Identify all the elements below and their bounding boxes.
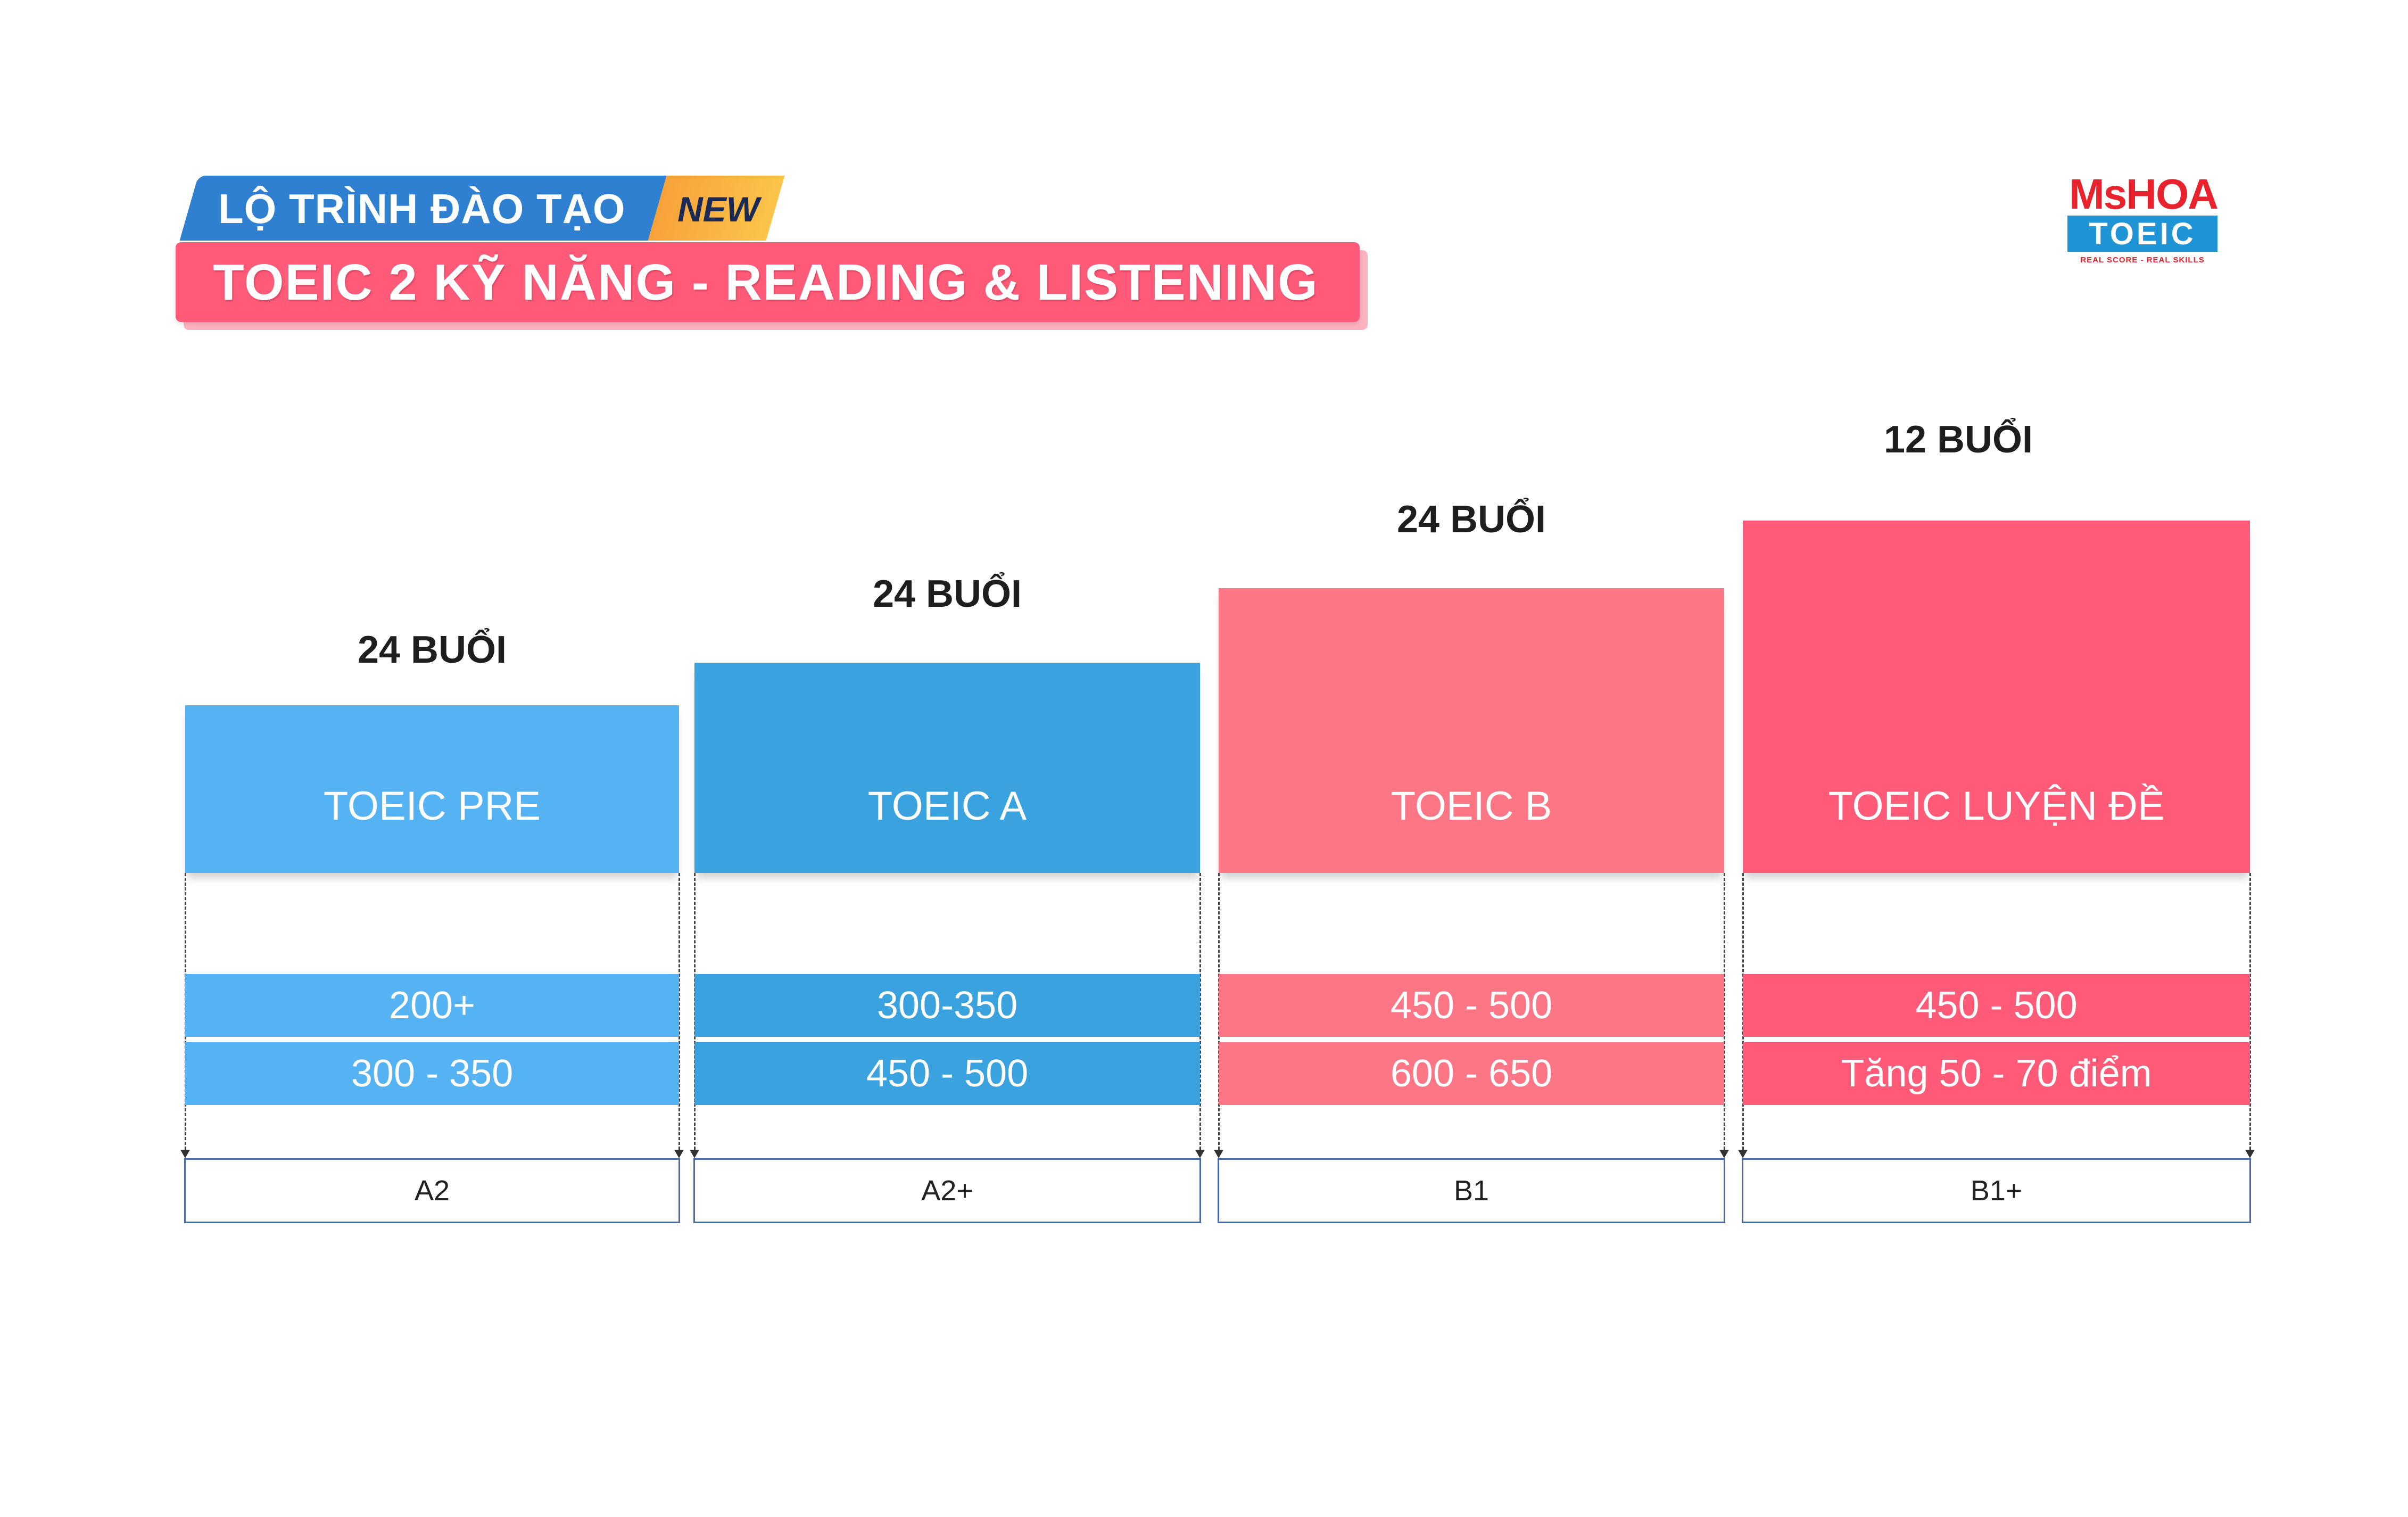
- output-score: 300 - 350: [185, 1042, 679, 1105]
- arrow-down-icon: [1195, 1150, 1205, 1158]
- route-label: LỘ TRÌNH ĐÀO TẠO: [218, 185, 626, 232]
- level-box: B1+: [1742, 1158, 2251, 1223]
- sessions-label: 24 BUỔI: [872, 573, 1022, 615]
- arrow-down-icon: [1214, 1150, 1223, 1158]
- output-score: 600 - 650: [1219, 1042, 1724, 1105]
- connector-line: [1724, 873, 1725, 1150]
- course-name: TOEIC B: [1391, 784, 1552, 829]
- course-name: TOEIC PRE: [323, 784, 541, 829]
- input-score: 450 - 500: [1219, 974, 1724, 1037]
- course-name: TOEIC LUYỆN ĐỀ: [1828, 784, 2165, 829]
- connector-line: [2249, 873, 2251, 1150]
- course-box: TOEIC B: [1219, 588, 1724, 873]
- arrow-down-icon: [674, 1150, 684, 1158]
- level-box: A2+: [693, 1158, 1201, 1223]
- arrow-down-icon: [1719, 1150, 1729, 1158]
- level-box: A2: [184, 1158, 680, 1223]
- input-score: 200+: [185, 974, 679, 1037]
- input-score: 300-350: [694, 974, 1200, 1037]
- connector-line: [1199, 873, 1201, 1150]
- arrow-down-icon: [2245, 1150, 2255, 1158]
- output-score: 450 - 500: [694, 1042, 1200, 1105]
- input-score: 450 - 500: [1743, 974, 2250, 1037]
- page-title: TOEIC 2 KỸ NĂNG - READING & LISTENING: [213, 254, 1319, 311]
- arrow-down-icon: [690, 1150, 699, 1158]
- logo-product: TOEIC: [2067, 216, 2217, 252]
- course-name: TOEIC A: [867, 784, 1027, 829]
- sessions-label: 24 BUỔI: [1396, 498, 1546, 541]
- sessions-label: 12 BUỔI: [1883, 418, 2033, 461]
- logo-tagline: REAL SCORE - REAL SKILLS: [2080, 255, 2205, 265]
- arrow-down-icon: [1738, 1150, 1748, 1158]
- course-box: TOEIC PRE: [185, 705, 679, 873]
- level-box: B1: [1218, 1158, 1725, 1223]
- arrow-down-icon: [180, 1150, 190, 1158]
- connector-line: [678, 873, 680, 1150]
- logo-brand: MsHOA: [2069, 170, 2219, 218]
- course-box: TOEIC A: [694, 663, 1200, 873]
- course-box: TOEIC LUYỆN ĐỀ: [1743, 521, 2250, 873]
- sessions-label: 24 BUỔI: [357, 629, 507, 671]
- title-banner: [176, 242, 1360, 322]
- new-badge: NEW: [677, 189, 759, 229]
- output-score: Tăng 50 - 70 điểm: [1743, 1042, 2250, 1105]
